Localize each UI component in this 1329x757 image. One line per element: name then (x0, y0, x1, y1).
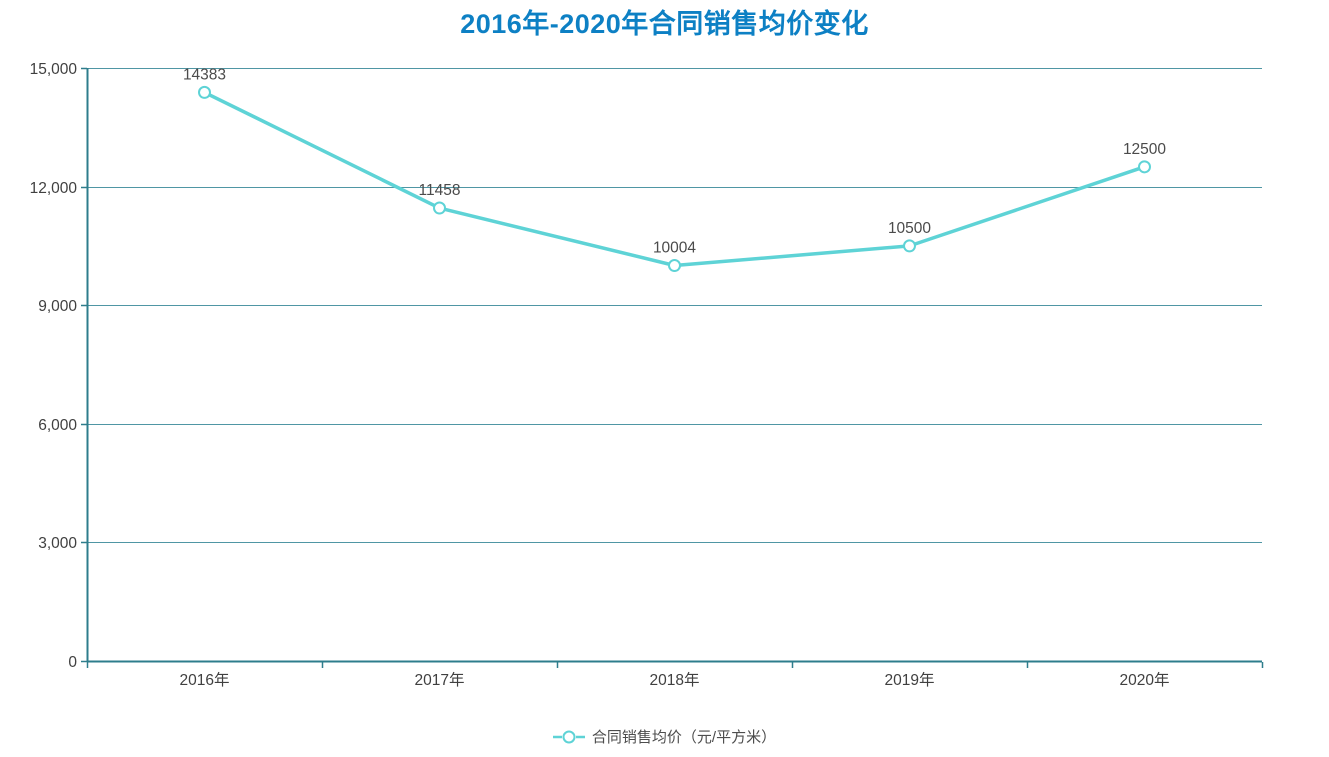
y-axis-tick-label: 12,000 (30, 180, 78, 197)
chart-title: 2016年-2020年合同销售均价变化 (460, 9, 869, 39)
y-axis-tick-label: 6,000 (38, 417, 77, 434)
data-point-marker (1138, 160, 1151, 174)
data-point-label: 10004 (653, 240, 696, 257)
data-point-label: 12500 (1123, 141, 1166, 158)
x-axis-category-label: 2016年 (180, 671, 230, 689)
y-axis-tick-label: 0 (68, 654, 77, 671)
y-axis-tick-label: 15,000 (30, 61, 78, 78)
x-axis-category-label: 2020年 (1120, 671, 1170, 689)
data-point-marker (433, 201, 446, 215)
data-point-label: 11458 (419, 182, 461, 199)
legend-line-marker-icon (552, 730, 585, 743)
x-axis-category-label: 2017年 (415, 671, 465, 689)
data-point-marker (903, 239, 916, 253)
data-point-label: 10500 (888, 220, 931, 237)
data-point-marker (198, 85, 211, 99)
y-axis-tick-label: 3,000 (38, 535, 77, 552)
x-axis-category-label: 2018年 (650, 671, 700, 689)
data-point-label: 14383 (183, 66, 226, 83)
legend-marker-circle (562, 730, 576, 743)
x-axis-category-label: 2019年 (885, 671, 935, 689)
data-point-marker (668, 259, 681, 273)
legend-label: 合同销售均价（元/平方米） (591, 729, 777, 746)
y-axis-tick-label: 9,000 (38, 298, 77, 315)
legend-item[interactable]: 合同销售均价（元/平方米） (0, 726, 1329, 747)
